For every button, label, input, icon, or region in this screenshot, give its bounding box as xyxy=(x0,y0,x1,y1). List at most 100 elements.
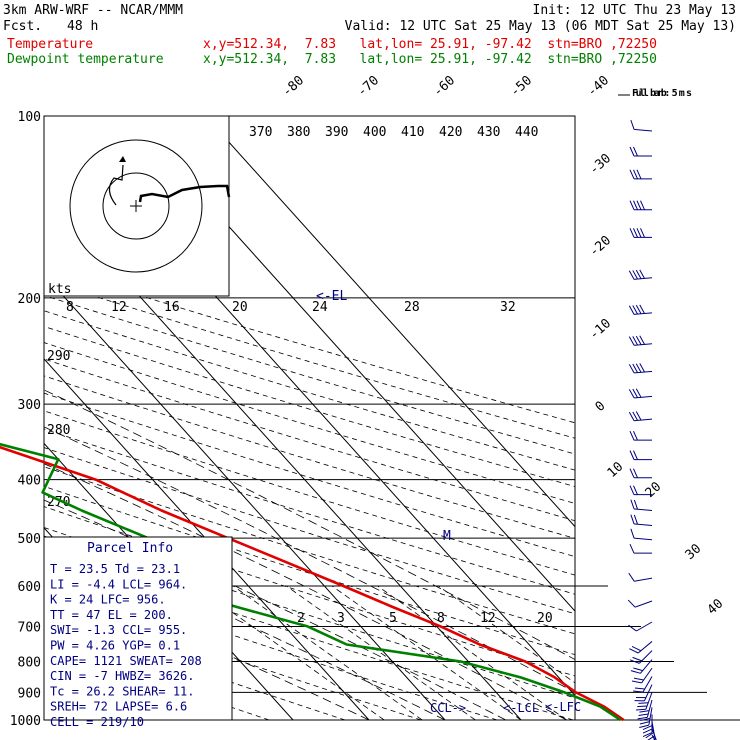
pressure-tick-label: 500 xyxy=(18,532,41,547)
pressure-tick-label: 900 xyxy=(18,686,41,701)
wind-speed-tick: 16 xyxy=(164,300,180,315)
wind-barb-feather xyxy=(633,514,639,525)
wind-speed-tick: 24 xyxy=(312,300,328,315)
wind-barb-feather xyxy=(629,648,639,654)
parcel-info-row: LI = -4.4 LCL= 964. xyxy=(50,577,187,591)
wind-barb-staff xyxy=(651,734,662,740)
wind-barb-feather xyxy=(628,270,635,280)
pressure-tick-label: 400 xyxy=(18,474,41,489)
wind-speed-tick: 12 xyxy=(111,300,127,315)
wind-barb-feather xyxy=(632,656,642,662)
temperature-tick-label: 40 xyxy=(705,596,727,618)
lcl-marker: <-LCL xyxy=(503,701,539,715)
wind-barb-feather xyxy=(629,659,640,664)
wind-barb xyxy=(629,485,652,496)
model-title: 3km ARW-WRF -- NCAR/MMM xyxy=(3,3,184,18)
wind-barb-feather xyxy=(633,690,644,693)
wind-barb xyxy=(633,676,653,693)
temperature-tick-label: 20 xyxy=(643,479,665,501)
wind-barb-feather xyxy=(646,735,655,740)
isotherm-line xyxy=(205,116,575,528)
pressure-tick-label: 600 xyxy=(18,580,41,595)
mixing-ratio-label: 12 xyxy=(480,611,496,626)
temperature-tick-label: -20 xyxy=(587,233,614,260)
mixing-ratio-label: 5 xyxy=(389,611,397,626)
forecast-label: Fcst. xyxy=(3,19,43,34)
wind-barb-feather xyxy=(632,336,638,346)
wind-barb-feather xyxy=(633,169,638,180)
wind-barb xyxy=(629,169,652,180)
dry-adiabat xyxy=(44,548,574,720)
wind-barb xyxy=(645,721,656,740)
temperature-tick-label: 0 xyxy=(593,399,609,415)
wind-barb-feather xyxy=(630,514,635,525)
dry-adiabat xyxy=(44,593,422,720)
wind-barb-feather xyxy=(645,731,655,739)
wind-barb-staff xyxy=(637,641,653,654)
wind-barb-feather xyxy=(639,363,645,373)
wind-barb xyxy=(628,269,653,280)
wind-barb-feather xyxy=(639,269,645,279)
wind-barb-feather xyxy=(629,543,635,554)
dry-adiabat xyxy=(44,294,575,455)
wind-barb-feather xyxy=(635,411,642,421)
wind-barb-feather xyxy=(633,499,639,510)
wind-barb-feather xyxy=(640,228,645,238)
wind-speed-tick: 32 xyxy=(500,300,516,315)
m-marker: M xyxy=(443,529,451,544)
wind-barb-feather xyxy=(633,430,638,441)
parcel-info-row: SWI= -1.3 CCL= 955. xyxy=(50,623,187,637)
wind-barb xyxy=(629,543,652,554)
wind-barb-feather xyxy=(630,528,635,539)
theta-label: 420 xyxy=(439,125,462,140)
wind-barb-staff xyxy=(634,523,653,527)
wind-barb xyxy=(642,714,653,738)
moist-adiabat xyxy=(44,578,370,720)
wind-barb-feather xyxy=(639,724,649,728)
wind-barb-feather xyxy=(629,485,635,495)
mixing-ratio-line xyxy=(377,585,567,720)
mixing-ratio-line xyxy=(232,585,423,720)
barb-legend-text: Full barb: 5 m s xyxy=(632,88,692,99)
parcel-info-row: T = 23.5 Td = 23.1 xyxy=(50,562,180,576)
wind-barb-feather xyxy=(642,725,653,731)
wind-barb xyxy=(630,514,653,527)
wind-barb-feather xyxy=(630,119,635,130)
wind-barb-feather xyxy=(633,146,638,157)
temperature-tick-label: -70 xyxy=(355,73,382,100)
wind-barb xyxy=(630,499,653,512)
wind-barb xyxy=(629,650,653,664)
dry-adiabat xyxy=(44,326,575,487)
wind-barb-feather xyxy=(628,389,635,399)
wind-barb-feather xyxy=(631,680,642,684)
dewpoint-legend: Dewpoint temperature xyxy=(7,52,164,67)
wind-barb xyxy=(629,468,652,479)
wind-barb-feather xyxy=(633,450,638,460)
wind-barb-feather xyxy=(629,146,635,157)
wind-barb xyxy=(627,599,653,608)
wind-barb-feather xyxy=(628,411,635,421)
wind-barb xyxy=(628,411,653,422)
parcel-info-row: K = 24 LFC= 956. xyxy=(50,593,166,607)
dry-adiabat xyxy=(44,279,575,439)
parcel-info-row: CAPE= 1121 SWEAT= 208 xyxy=(50,654,202,668)
wind-barb-feather xyxy=(640,717,651,722)
wind-barb xyxy=(639,707,653,728)
wind-barb xyxy=(629,146,652,157)
wind-barb xyxy=(628,388,653,399)
wind-barb-feather xyxy=(630,499,635,510)
ccl-marker: CCL-> xyxy=(430,701,466,715)
wind-barb-staff xyxy=(634,537,653,541)
wind-barb-feather xyxy=(637,705,648,708)
wind-barb-feather xyxy=(627,599,636,608)
wind-barb xyxy=(629,430,652,441)
pressure-tick-label: 200 xyxy=(18,292,41,307)
forecast-hour: 48 h xyxy=(67,19,99,34)
pressure-tick-label: 300 xyxy=(18,398,41,413)
wind-barb-feather xyxy=(635,708,646,711)
wind-barb-feather xyxy=(640,200,645,210)
hodograph-storm-vector xyxy=(108,164,124,206)
plot-frame xyxy=(43,115,576,721)
wind-speed-tick: 20 xyxy=(232,300,248,315)
